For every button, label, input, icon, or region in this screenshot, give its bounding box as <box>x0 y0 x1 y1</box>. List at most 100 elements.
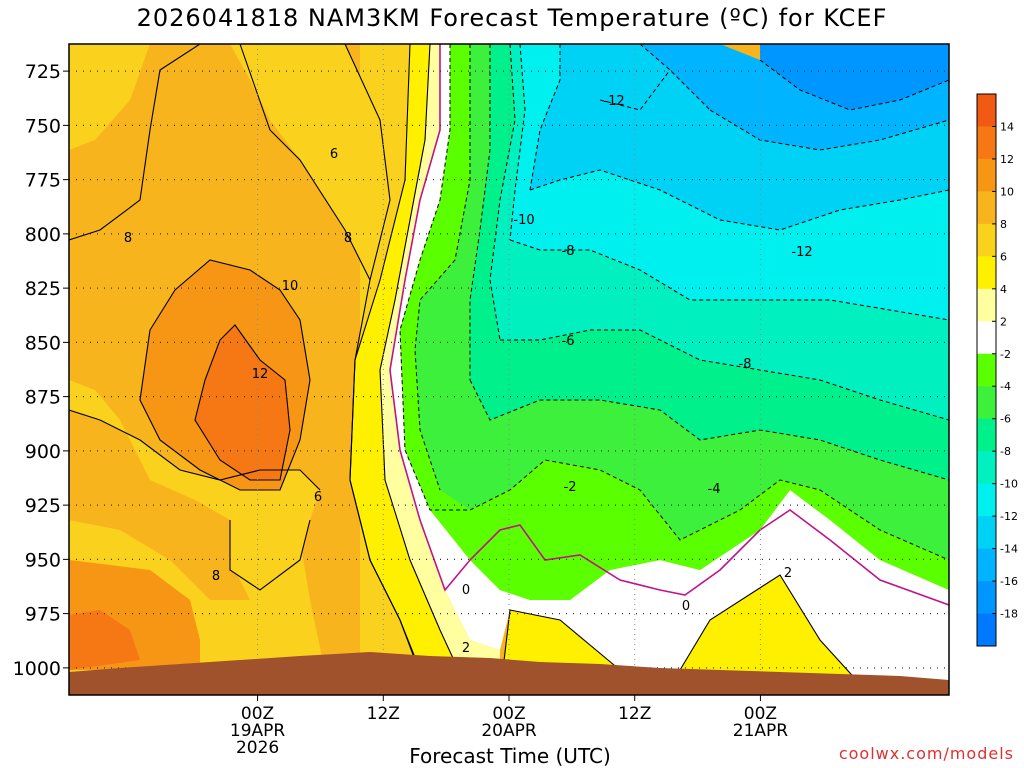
colorbar-tick-label: -2 <box>1000 348 1011 361</box>
contour-neg10 <box>509 44 949 241</box>
colorbar-tick-label: -6 <box>1000 413 1011 426</box>
contour-label: -12 <box>603 94 624 109</box>
contour-label: 8 <box>344 231 352 246</box>
y-tick-label: 900 <box>25 441 61 463</box>
colorbar-swatch <box>977 321 996 355</box>
contour-neg2 <box>399 44 949 561</box>
colorbar: 14 12 10 8 6 4 2 -2 -4 -6 -8 -10 -12 -14 -16 -18 <box>976 93 1018 647</box>
colorbar-tick-label: -8 <box>1000 445 1011 458</box>
band-neg12-neg14 <box>530 44 949 230</box>
contour-label: -2 <box>564 480 577 495</box>
chart-title: 2026041818 NAM3KM Forecast Temperature (… <box>136 4 888 32</box>
colorbar-swatch <box>977 451 996 485</box>
x-tick-label: 19APR <box>230 721 286 741</box>
band-6-8-top <box>230 44 390 280</box>
band-6-8-lower-left <box>69 380 320 590</box>
contour-label: -8 <box>739 357 752 372</box>
colorbar-swatch <box>977 386 996 420</box>
contour-2 <box>379 44 871 695</box>
colorbar-swatch <box>977 353 996 387</box>
colorbar-tick-label: 8 <box>1000 218 1007 231</box>
contour-label: 10 <box>282 279 299 294</box>
contour-label: 2 <box>462 641 470 656</box>
warm-contours <box>69 44 871 695</box>
band-12-14 <box>195 325 290 480</box>
contour-label: -4 <box>708 482 721 497</box>
colorbar-tick-label: -12 <box>1000 510 1018 523</box>
contour-label: 8 <box>124 231 132 246</box>
y-tick-label: 850 <box>25 332 61 354</box>
band-neg14-neg16 <box>640 44 949 150</box>
x-tick-label: 21APR <box>733 721 789 741</box>
band-6-8-left <box>69 44 150 150</box>
colorbar-swatch <box>977 94 996 127</box>
contour-10 <box>139 259 311 491</box>
band-0-2 <box>390 44 949 695</box>
colorbar-tick-label: -14 <box>1000 543 1018 556</box>
colorbar-swatch <box>977 548 996 582</box>
x-axis-label: Forecast Time (UTC) <box>409 744 611 768</box>
band-neg2-neg4 <box>400 44 949 600</box>
credit-text: coolwx.com/models <box>838 744 1014 763</box>
contour-label: 8 <box>212 569 220 584</box>
contour-labels: -12 -12 -10 -8 -8 -6 -4 -2 0 0 2 2 6 6 8 8 8 10 12 <box>124 94 813 656</box>
colorbar-tick-label: 4 <box>1000 283 1007 296</box>
band-neg8-neg10 <box>490 44 949 420</box>
contour-4 <box>349 44 431 695</box>
contour-label: -12 <box>791 245 812 260</box>
y-tick-label: 750 <box>25 115 61 137</box>
colorbar-tick-label: 2 <box>1000 315 1007 328</box>
temperature-field <box>69 44 949 695</box>
colorbar-tick-label: 10 <box>1000 185 1014 198</box>
contour-neg12 <box>529 44 949 191</box>
band-neg4-neg6 <box>415 44 949 560</box>
band-neg10-neg12 <box>510 44 949 320</box>
contour-label: -8 <box>562 244 575 259</box>
y-tick-label: 875 <box>25 387 61 409</box>
band-4-6 <box>350 44 949 695</box>
band-neg16-neg18 <box>760 44 949 110</box>
x-tick-label: 12Z <box>618 704 651 724</box>
contour-0 <box>389 44 949 606</box>
y-tick-label: 725 <box>25 61 61 83</box>
colorbar-swatch <box>977 126 996 160</box>
colorbar-swatch <box>977 581 996 615</box>
colorbar-frame <box>976 93 997 647</box>
colorbar-swatch <box>977 191 996 225</box>
y-tick-label: 975 <box>25 604 61 626</box>
band-2-4 <box>380 44 500 695</box>
cold-contours <box>399 44 949 561</box>
y-tick-label: 800 <box>25 224 61 246</box>
contour-neg8 <box>489 44 949 341</box>
colorbar-swatch <box>977 483 996 517</box>
contour-label: -10 <box>513 213 534 228</box>
contour-neg4 <box>414 44 949 491</box>
colorbar-swatch <box>977 516 996 550</box>
x-tick-label: 20APR <box>481 721 537 741</box>
contour-label: 6 <box>314 490 322 505</box>
colorbar-swatch <box>977 256 996 290</box>
colorbar-swatch <box>977 613 996 647</box>
contour-label: -6 <box>562 334 575 349</box>
y-tick-label: 825 <box>25 278 61 300</box>
colorbar-tick-label: 14 <box>1000 120 1014 133</box>
contour-neg14 <box>639 44 949 111</box>
colorbar-tick-label: -10 <box>1000 478 1018 491</box>
y-tick-label: 925 <box>25 495 61 517</box>
colorbar-swatch <box>977 158 996 192</box>
band-neg6-neg8 <box>470 44 949 480</box>
contour-12 <box>194 324 291 481</box>
x-tick-label: 00Z <box>492 704 525 724</box>
colorbar-tick-label: 12 <box>1000 153 1014 166</box>
colorbar-swatch <box>977 418 996 452</box>
x-tick-label: 00Z <box>744 704 777 724</box>
band-12-bottom <box>69 610 140 670</box>
contour-label: 2 <box>784 566 792 581</box>
colorbar-tick-label: -4 <box>1000 380 1011 393</box>
grid <box>69 44 949 695</box>
contour-label: 6 <box>330 147 338 162</box>
y-axis: 725 750 775 800 825 850 875 900 925 950 975 1000 <box>13 61 69 680</box>
contour-neg6 <box>469 44 949 421</box>
zero-isotherm <box>389 44 949 606</box>
contour-label: 0 <box>462 583 470 598</box>
